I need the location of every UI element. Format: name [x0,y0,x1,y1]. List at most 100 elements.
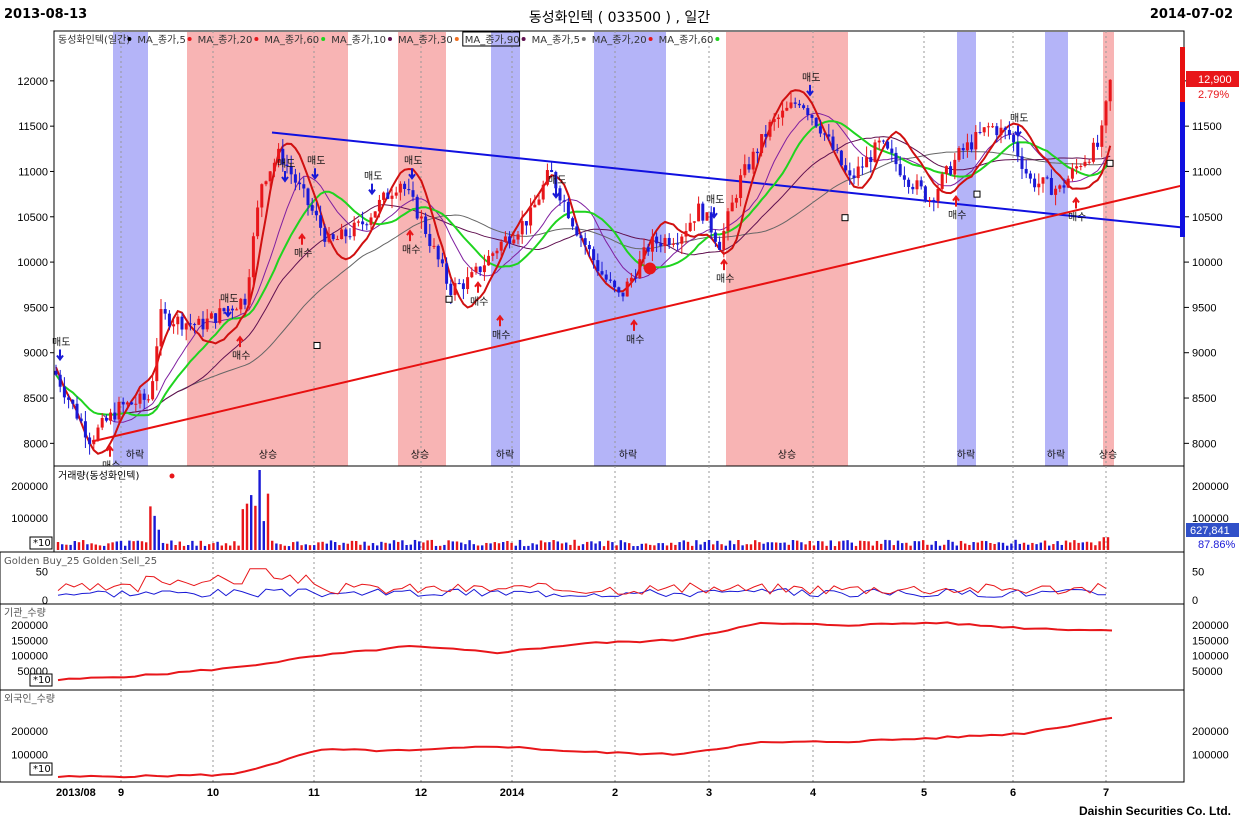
volume-bar [623,542,627,550]
buy-signal-label: 매수 [294,248,312,260]
legend-item: MA_종가,30 [398,34,453,46]
volume-bar [859,540,862,550]
price-range-bar [1180,47,1185,237]
golden-title: Golden Buy_25 Golden Sell_25 [4,556,157,567]
candle-body [289,166,293,175]
price-tick-right: 8000 [1192,438,1216,450]
volume-bar [300,545,303,550]
volume-bar [901,543,904,550]
volume-bar [657,543,660,550]
candle-body [100,417,104,428]
volume-bar [691,545,694,550]
sell-signal-label: 매도 [364,171,382,183]
volume-bar [451,541,454,550]
volume-bar [430,539,433,550]
volume-bar [346,543,349,550]
volume-bar [279,544,282,550]
candle-body [949,166,953,175]
golden-panel[interactable]: 0 0 50 50 Golden Buy_25 Golden Sell_25 [0,551,1204,607]
candle-body [613,280,617,288]
candle-body [1033,178,1037,188]
volume-bar [602,546,606,550]
volume-bar [506,540,509,550]
candle-body [268,171,272,182]
price-tick-right: 11500 [1192,121,1222,133]
volume-bar [493,542,496,550]
candle-body [932,199,936,202]
price-panel[interactable]: 매도매도매도매도매도매도매도매도매도매도매수매수매수매수매수매수매수매수매수매수… [17,30,1239,472]
volume-bar [321,541,324,550]
buy-arrow-icon [952,194,960,207]
candle-body [667,237,671,245]
sell-arrow-icon [368,183,376,196]
candle-body [386,192,390,199]
volume-bar [224,543,228,550]
candle-body [709,212,713,233]
main-legend: 동성화인텍(일간) MA_종가,5 MA_종가,20 MA_종가,60 MA_종가,10… [58,31,720,47]
ma-30-line [55,136,1111,416]
volume-bar [863,541,866,550]
buy-signal-label: 매수 [948,210,966,222]
volume-bar [145,542,148,550]
panel-line [57,621,1113,682]
candle-body [810,114,814,118]
ma-60-line [55,120,1112,417]
month-label: 2014 [500,787,525,799]
candle-body [890,148,894,153]
legend-item: MA_종가,10 [331,34,386,46]
volume-bar [363,541,366,550]
price-tick-right: 9500 [1192,302,1216,314]
legend-dot [187,37,192,41]
candle-body [113,412,117,420]
volume-bar [552,540,555,550]
candle-body [377,199,381,212]
candle-body [1024,168,1028,174]
price-tick-left: 11500 [18,121,48,133]
legend-item: MA_종가,90 [465,34,520,46]
candle-body [230,308,234,311]
candle-body [411,190,415,197]
candle-body [1066,178,1070,188]
volume-bar [632,546,635,550]
candle-body [285,164,289,167]
candle-body [117,401,121,420]
foreign-panel[interactable]: 100000 100000 200000 200000 외국인_수량 *10 [0,689,1229,783]
marker-square [313,341,321,349]
price-axis: 8000 8000 8500 8500 9000 9000 9500 9500 10000 100… [17,76,1222,451]
candle-body [886,141,890,149]
volume-bar [611,542,614,550]
volume-bar [1081,542,1084,550]
chart-title: 동성화인텍 ( 033500 ) , 일간 [528,10,711,26]
volume-bar [56,542,60,550]
sell-arrow-icon [710,207,718,219]
candle-body [575,226,579,236]
volume-bar [140,541,144,550]
candle-body [1087,161,1091,163]
candle-body [772,119,776,122]
month-label: 3 [706,787,712,799]
volume-bar [804,544,807,550]
price-tick-left: 10000 [17,257,48,269]
candle-body [604,274,608,280]
candle-body [436,245,440,260]
volume-bar [237,545,240,550]
volume-bar [842,540,845,550]
candle-body [865,157,869,168]
volume-bar [1018,543,1021,550]
candle-body [982,127,986,133]
candle-body [562,200,566,202]
candle-body [167,313,171,327]
volume-bar [825,545,828,550]
candle-body [142,393,146,400]
volume-bar [514,545,517,550]
volume-bar [850,542,853,550]
candle-body [831,136,835,150]
volume-bar [90,543,93,550]
candle-body [201,318,205,330]
panel-tick-right: 200000 [1192,620,1229,632]
volume-bar [128,540,131,550]
candle-body [583,238,587,245]
